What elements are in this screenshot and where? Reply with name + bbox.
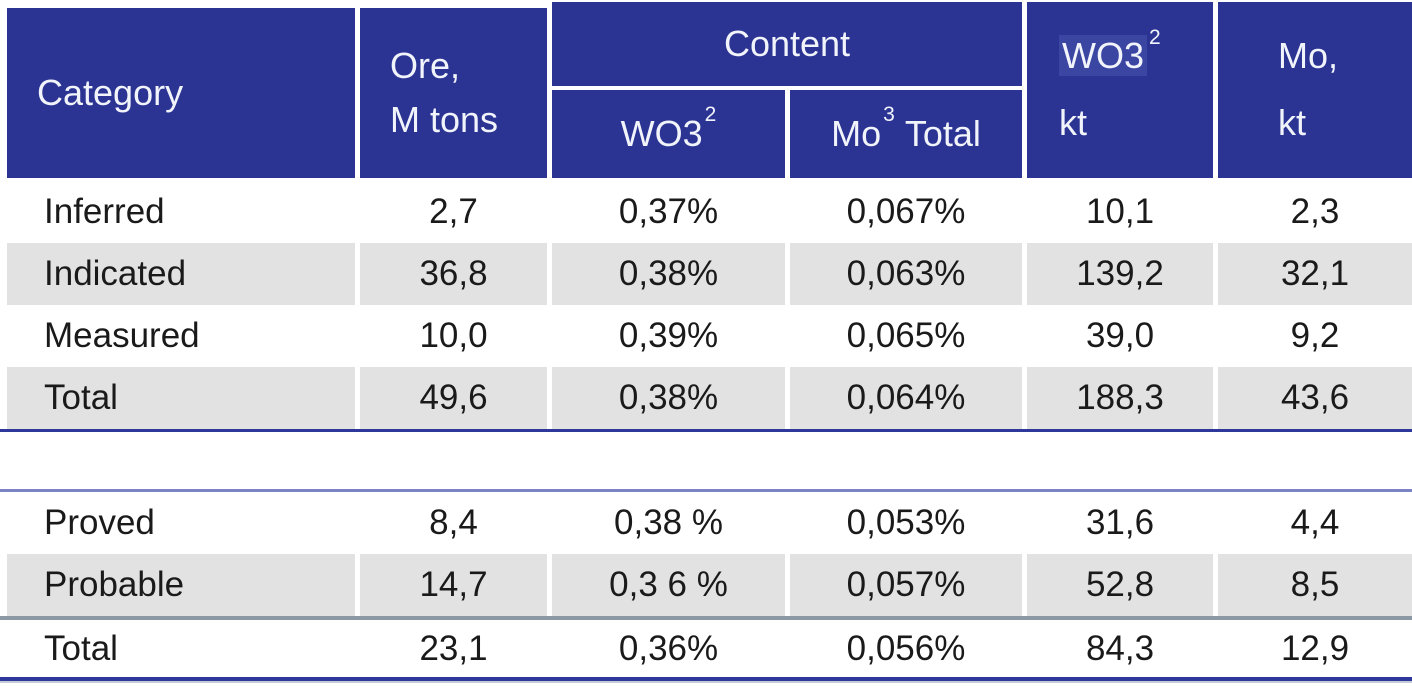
cell-wo3-kt: 139,2 xyxy=(1022,243,1213,305)
cell-mo-kt: 43,6 xyxy=(1213,367,1412,429)
table-row-indicated: Indicated 36,8 0,38% 0,063% 139,2 32,1 xyxy=(0,243,1412,305)
cell-mo-kt: 12,9 xyxy=(1213,620,1412,677)
cell-wo3-kt: 188,3 xyxy=(1022,367,1213,429)
cell-mo-kt: 4,4 xyxy=(1213,492,1412,554)
cell-wo3-kt: 84,3 xyxy=(1022,620,1213,677)
ore-label-line1: Ore, xyxy=(390,45,461,86)
cell-category: Total xyxy=(0,620,355,677)
wo3-kt-label: WO3 xyxy=(1059,35,1148,77)
cell-wo3-pct: 0,38 % xyxy=(547,492,785,554)
table-row-proved: Proved 8,4 0,38 % 0,053% 31,6 4,4 xyxy=(0,492,1412,554)
col-header-mo-total-pct: Mo3 Total xyxy=(785,90,1022,181)
cell-mo-kt: 8,5 xyxy=(1213,554,1412,616)
table-row-resources-total: Total 49,6 0,38% 0,064% 188,3 43,6 xyxy=(0,367,1412,429)
wo3-pct-label: WO3 xyxy=(620,113,703,154)
cell-category: Inferred xyxy=(0,181,355,243)
cell-mo-kt: 2,3 xyxy=(1213,181,1412,243)
mo-pct-label: Mo xyxy=(831,113,882,154)
cell-wo3-pct: 0,3 6 % xyxy=(547,554,785,616)
col-header-ore: Ore, M tons xyxy=(355,0,547,181)
cell-wo3-pct: 0,36% xyxy=(547,620,785,677)
table-row-reserves-total: Total 23,1 0,36% 0,056% 84,3 12,9 xyxy=(0,620,1412,677)
cell-ore: 2,7 xyxy=(355,181,547,243)
cell-ore: 36,8 xyxy=(355,243,547,305)
cell-mo-pct: 0,065% xyxy=(785,305,1022,367)
mo-pct-suffix: Total xyxy=(904,113,981,154)
cell-category: Indicated xyxy=(0,243,355,305)
wo3-kt-unit: kt xyxy=(1059,102,1088,143)
cell-mo-kt: 9,2 xyxy=(1213,305,1412,367)
cell-wo3-kt: 10,1 xyxy=(1022,181,1213,243)
section-top-line xyxy=(0,489,1412,492)
mo-kt-unit: kt xyxy=(1278,102,1307,143)
cell-mo-pct: 0,064% xyxy=(785,367,1022,429)
cell-wo3-pct: 0,37% xyxy=(547,181,785,243)
footnote-3-marker: 3 xyxy=(883,103,895,127)
footnote-2-marker: 2 xyxy=(704,103,717,127)
col-header-mo-kt: Mo, kt xyxy=(1213,0,1412,181)
cell-category: Proved xyxy=(0,492,355,554)
cell-ore: 49,6 xyxy=(355,367,547,429)
mo-kt-label: Mo, xyxy=(1278,35,1339,77)
cell-ore: 23,1 xyxy=(355,620,547,677)
cell-wo3-kt: 39,0 xyxy=(1022,305,1213,367)
cell-mo-pct: 0,067% xyxy=(785,181,1022,243)
total-divider-line xyxy=(0,616,1412,620)
category-label: Category xyxy=(37,72,184,113)
cell-category: Measured xyxy=(0,305,355,367)
cell-ore: 10,0 xyxy=(355,305,547,367)
table-row-inferred: Inferred 2,7 0,37% 0,067% 10,1 2,3 xyxy=(0,181,1412,243)
cell-mo-pct: 0,057% xyxy=(785,554,1022,616)
section-divider-line xyxy=(0,429,1412,432)
table-row-measured: Measured 10,0 0,39% 0,065% 39,0 9,2 xyxy=(0,305,1412,367)
col-header-wo3-kt: WO3 2 kt xyxy=(1022,0,1213,181)
cell-mo-pct: 0,056% xyxy=(785,620,1022,677)
cell-ore: 8,4 xyxy=(355,492,547,554)
ore-label-line2: M tons xyxy=(390,99,499,140)
cell-category: Total xyxy=(0,367,355,429)
cell-wo3-kt: 31,6 xyxy=(1022,492,1213,554)
table-header: Category Ore, M tons Content WO3 2 kt Mo,… xyxy=(0,0,1412,181)
section-spacer xyxy=(0,432,1412,489)
col-header-wo3-pct: WO32 xyxy=(547,90,785,181)
content-label: Content xyxy=(723,23,851,64)
col-header-category: Category xyxy=(0,0,355,181)
col-header-content: Content xyxy=(547,0,1022,90)
table-bottom-line xyxy=(0,677,1412,681)
cell-wo3-pct: 0,38% xyxy=(547,367,785,429)
cell-wo3-kt: 52,8 xyxy=(1022,554,1213,616)
cell-mo-kt: 32,1 xyxy=(1213,243,1412,305)
cell-mo-pct: 0,063% xyxy=(785,243,1022,305)
table-row-probable: Probable 14,7 0,3 6 % 0,057% 52,8 8,5 xyxy=(0,554,1412,616)
footnote-2-marker: 2 xyxy=(1149,25,1161,49)
cell-wo3-pct: 0,38% xyxy=(547,243,785,305)
table-body: Inferred 2,7 0,37% 0,067% 10,1 2,3 Indic… xyxy=(0,181,1412,683)
cell-wo3-pct: 0,39% xyxy=(547,305,785,367)
cell-category: Probable xyxy=(0,554,355,616)
cell-mo-pct: 0,053% xyxy=(785,492,1022,554)
table-bottom-shadow-line xyxy=(0,681,1412,683)
cell-ore: 14,7 xyxy=(355,554,547,616)
